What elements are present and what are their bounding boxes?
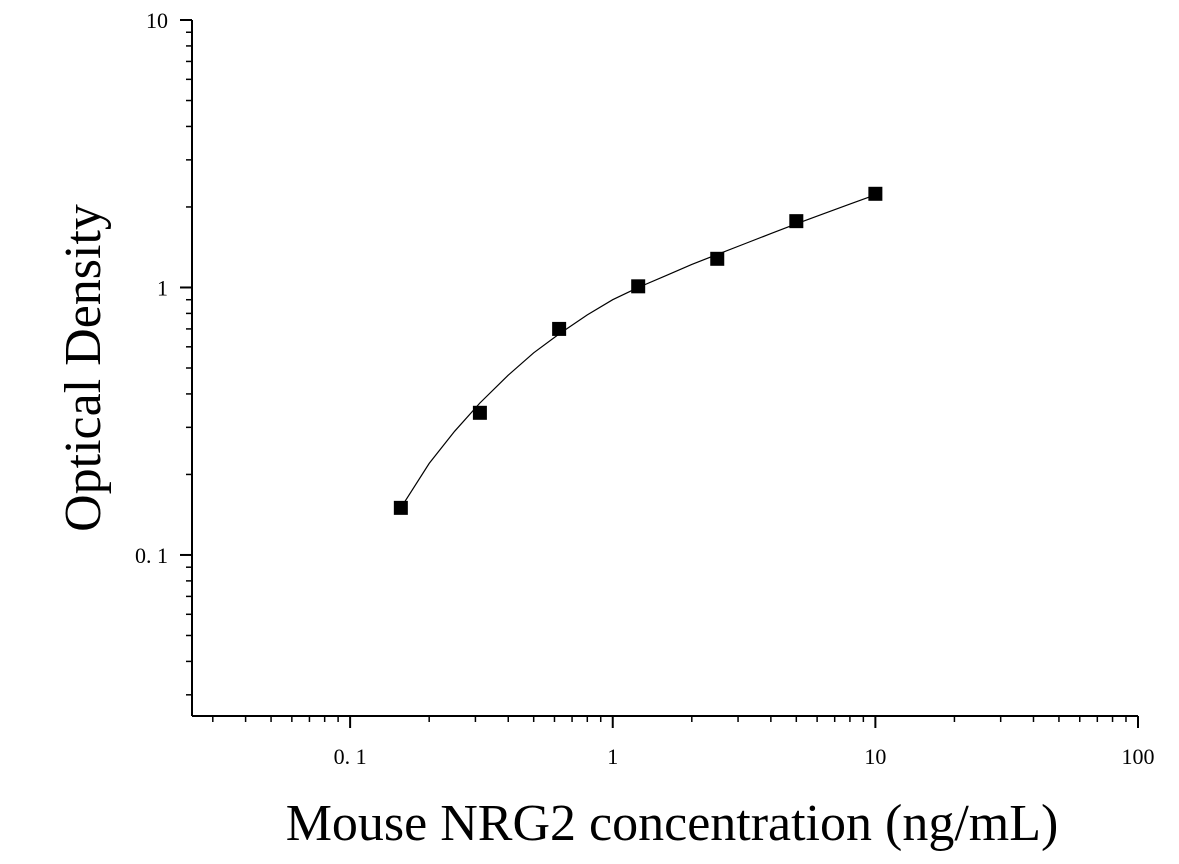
x-tick-label: 100 bbox=[1122, 744, 1155, 769]
data-point bbox=[868, 186, 883, 201]
axes: 0. 1 1 10 100 0. 1 1 10 bbox=[135, 8, 1155, 769]
data-point bbox=[789, 214, 804, 229]
data-point bbox=[552, 321, 567, 336]
y-tick-label: 1 bbox=[157, 275, 168, 300]
data-point bbox=[472, 405, 487, 420]
x-tick-label: 0. 1 bbox=[334, 744, 367, 769]
x-axis-title: Mouse NRG2 concentration (ng/mL) bbox=[286, 795, 1059, 852]
data-point bbox=[631, 279, 646, 294]
fit-curve bbox=[400, 194, 876, 509]
x-tick-label: 1 bbox=[607, 744, 618, 769]
fit-curve-layer bbox=[400, 194, 876, 509]
x-tick-label: 10 bbox=[864, 744, 886, 769]
data-point bbox=[710, 251, 725, 266]
data-points bbox=[393, 186, 883, 515]
y-tick-label: 10 bbox=[146, 8, 168, 33]
y-tick-label: 0. 1 bbox=[135, 543, 168, 568]
y-axis-title: Optical Density bbox=[55, 204, 112, 532]
data-point bbox=[393, 500, 408, 515]
